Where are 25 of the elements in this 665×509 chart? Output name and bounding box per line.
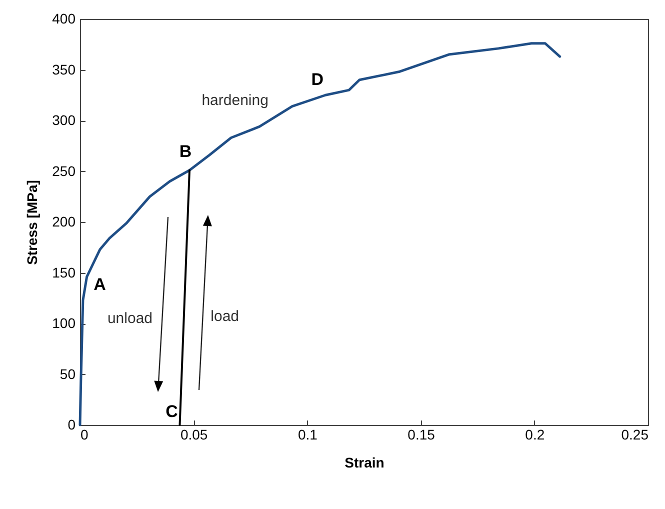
annotation: unload xyxy=(107,310,153,327)
annotation: load xyxy=(210,308,240,325)
y-tick-label: 0 xyxy=(68,416,76,432)
x-tick-label: 0.25 xyxy=(621,426,649,442)
y-tick-label: 200 xyxy=(52,214,76,230)
x-tick-label: 0 xyxy=(80,426,88,442)
x-tick-label: 0.2 xyxy=(525,426,545,442)
y-tick-label: 250 xyxy=(52,162,76,179)
annotation: A xyxy=(94,274,106,294)
annotation: C xyxy=(166,402,178,421)
y-tick-label: 150 xyxy=(52,264,76,280)
annotation: hardening xyxy=(202,92,268,110)
y-axis-title: Stress [MPa] xyxy=(24,180,40,265)
y-tick-label: 300 xyxy=(52,112,76,128)
line-series xyxy=(78,42,562,426)
x-tick-label: 0.1 xyxy=(298,426,318,442)
x-tick-label: 0.15 xyxy=(408,426,436,442)
x-tick-label: 0.05 xyxy=(180,426,208,442)
annotation: D xyxy=(311,70,324,90)
annotation: B xyxy=(179,142,192,162)
x-axis-title: Strain xyxy=(344,454,384,470)
y-tick-label: 400 xyxy=(52,10,76,26)
y-tick-label: 350 xyxy=(52,61,76,78)
y-tick-label: 50 xyxy=(60,366,76,382)
y-tick-label: 100 xyxy=(52,315,76,331)
